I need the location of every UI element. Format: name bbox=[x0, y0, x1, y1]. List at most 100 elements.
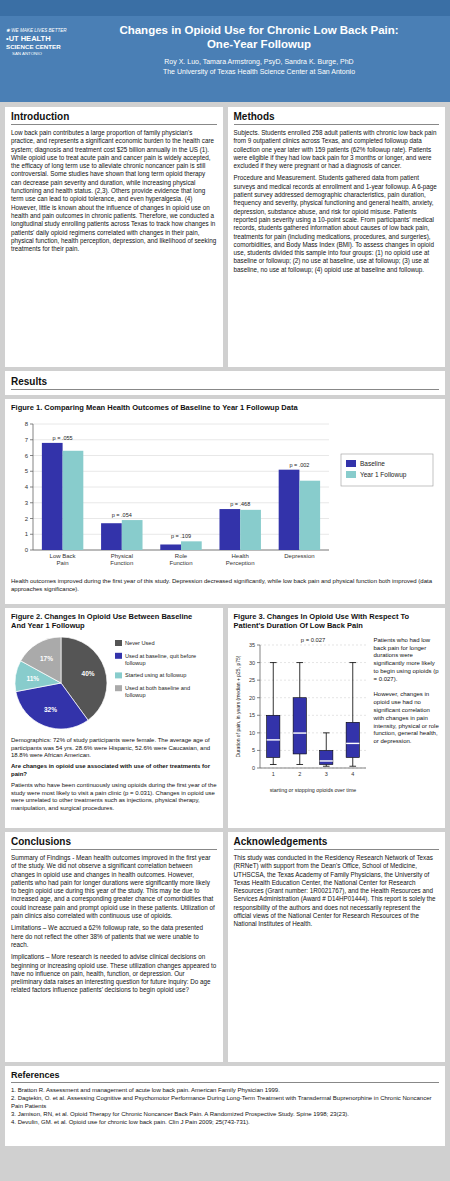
tick-label: 5 bbox=[251, 747, 254, 753]
x-axis bbox=[260, 767, 366, 768]
annotation: p = .054 bbox=[112, 512, 132, 518]
legend-swatch bbox=[115, 672, 122, 678]
tick bbox=[30, 455, 33, 456]
label-line: Function bbox=[110, 560, 133, 566]
tick-label: 2 bbox=[25, 516, 29, 522]
bar bbox=[219, 509, 240, 550]
row: Figure 2. Changes In Opioid Use Between … bbox=[5, 608, 445, 828]
label-line: followup bbox=[125, 692, 146, 698]
label-line: Used at baseline, quit before bbox=[125, 653, 196, 659]
median bbox=[266, 739, 279, 740]
tick-label: 30 bbox=[248, 659, 254, 665]
tick bbox=[257, 750, 260, 751]
median bbox=[346, 742, 359, 743]
pie-chart: 40%32%11%17%Never UsedUsed at baseline, … bbox=[11, 633, 216, 733]
tick bbox=[257, 767, 260, 768]
category-label: RoleFunction bbox=[169, 553, 192, 566]
category-label: HealthPerception bbox=[226, 553, 255, 566]
chart-container: 012345678p = .055Low BackPainp = .054Phy… bbox=[11, 414, 439, 578]
label-line: Health bbox=[232, 553, 249, 559]
bar bbox=[122, 520, 143, 550]
grid-line bbox=[260, 662, 366, 663]
figure1-panel: Figure 1. Comparing Mean Health Outcomes… bbox=[5, 399, 445, 604]
bar bbox=[279, 470, 300, 550]
y-axis bbox=[33, 424, 34, 550]
data-label: 40% bbox=[82, 670, 95, 677]
whisker-cap bbox=[269, 662, 276, 663]
title-box: Changes in Opioid Use for Chronic Low Ba… bbox=[74, 16, 450, 102]
whisker bbox=[272, 662, 273, 715]
figure3-panel: Figure 3. Changes In Opioid Use With Res… bbox=[228, 608, 446, 828]
legend: Baseline Year 1 Followup bbox=[341, 454, 433, 486]
tick-label: 10 bbox=[248, 730, 254, 736]
tick-label: 8 bbox=[25, 421, 29, 427]
results-panel: Results bbox=[5, 371, 445, 395]
grid-line bbox=[260, 644, 366, 645]
label-line: Perception bbox=[226, 560, 255, 566]
section-text: Summary of Findings - Mean health outcom… bbox=[11, 854, 217, 920]
section-text: This study was conducted in the Residenc… bbox=[234, 854, 440, 929]
tick-label: 20 bbox=[248, 694, 254, 700]
y-axis bbox=[259, 645, 260, 768]
tick-label: 0 bbox=[25, 547, 29, 553]
whisker-cap bbox=[349, 662, 356, 663]
bars bbox=[42, 443, 320, 550]
boxes bbox=[266, 662, 359, 766]
grid-line bbox=[33, 440, 329, 441]
data-label: 11% bbox=[27, 675, 40, 682]
annotation: p = 0.027 bbox=[300, 637, 324, 643]
tick bbox=[30, 518, 33, 519]
header-strip bbox=[0, 0, 450, 16]
whisker bbox=[299, 662, 300, 697]
box bbox=[266, 715, 279, 757]
figure3-row: 051015202530351234starting or stopping o… bbox=[234, 633, 440, 802]
bar bbox=[160, 545, 181, 551]
section-title: Conclusions bbox=[11, 836, 217, 850]
tick-label: 25 bbox=[248, 677, 254, 683]
annotation: p = .468 bbox=[230, 501, 250, 507]
legend-swatch bbox=[346, 471, 356, 478]
pie-slice bbox=[21, 637, 61, 683]
caption: Health outcomes improved during the firs… bbox=[11, 578, 439, 594]
logo-text: ✱ WE MAKE LIVES BETTER bbox=[6, 28, 74, 34]
tick bbox=[30, 424, 33, 425]
annotation: p = .055 bbox=[53, 435, 73, 441]
category-label: Low BackPain bbox=[50, 553, 77, 566]
label-line: Used at both baseline and bbox=[125, 685, 190, 691]
tick bbox=[30, 503, 33, 504]
logo-text: SAN ANTONIO bbox=[6, 51, 74, 57]
label-line: Low Back bbox=[50, 553, 77, 559]
chart-container: 40%32%11%17%Never UsedUsed at baseline, … bbox=[11, 633, 217, 737]
institution: The University of Texas Health Science C… bbox=[74, 67, 444, 76]
whisker-cap bbox=[322, 732, 329, 733]
section-text: Limitations – We accrued a 62% followup … bbox=[11, 924, 217, 949]
tick-label: 5 bbox=[25, 469, 29, 475]
note-text: Demographics: 72% of study participants … bbox=[11, 737, 217, 760]
logo: ✱ WE MAKE LIVES BETTER•UT HEALTHSCIENCE … bbox=[0, 16, 74, 102]
section-title: Acknowledgements bbox=[234, 836, 440, 850]
note-text: Patients who had low back pain for longe… bbox=[374, 637, 440, 799]
chart-title: Figure 3. Changes In Opioid Use With Res… bbox=[234, 612, 440, 631]
data-label: 17% bbox=[40, 655, 53, 662]
annotation: p = .109 bbox=[171, 534, 191, 540]
label-line: followup bbox=[125, 659, 146, 665]
legend-entry: Used at baseline, quit beforefollowup bbox=[125, 653, 196, 666]
title: Changes in Opioid Use for Chronic Low Ba… bbox=[74, 23, 444, 52]
acknowledgements-panel: Acknowledgements This study was conducted… bbox=[228, 832, 446, 1062]
authors: Roy X. Luo, Tamara Armstrong, PsyD, Sand… bbox=[74, 57, 444, 66]
conclusions-panel: Conclusions Summary of Findings - Mean he… bbox=[5, 832, 223, 1062]
bar bbox=[240, 510, 261, 550]
tick bbox=[257, 715, 260, 716]
x-axis-label: starting or stopping opioids over time bbox=[269, 787, 356, 793]
legend-swatch bbox=[346, 460, 356, 467]
category-label: 1 bbox=[271, 771, 274, 777]
legend-entry: Year 1 Followup bbox=[360, 471, 407, 479]
tick bbox=[30, 440, 33, 441]
bar bbox=[101, 524, 122, 551]
category-label: 3 bbox=[324, 771, 327, 777]
tick bbox=[257, 662, 260, 663]
section-title: Methods bbox=[234, 111, 440, 125]
label-line: Pain bbox=[57, 560, 69, 566]
tick bbox=[30, 534, 33, 535]
legend-entry: Baseline bbox=[360, 460, 385, 467]
